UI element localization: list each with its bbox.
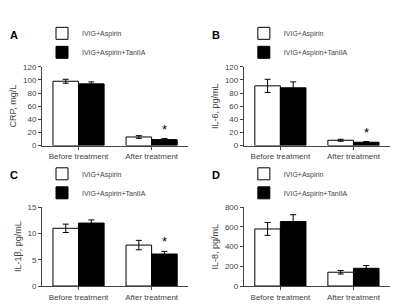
svg-text:IVIG+Aspirin: IVIG+Aspirin <box>284 171 324 179</box>
svg-text:Before treatment: Before treatment <box>49 293 109 302</box>
svg-text:After treatment: After treatment <box>327 152 381 161</box>
svg-text:IVIG+Aspirin: IVIG+Aspirin <box>82 171 122 179</box>
svg-text:*: * <box>162 234 167 249</box>
svg-text:15: 15 <box>27 203 36 212</box>
svg-text:80: 80 <box>229 89 238 98</box>
svg-text:IVIG+Aspirin+TanIIA: IVIG+Aspirin+TanIIA <box>284 49 348 57</box>
svg-text:20: 20 <box>229 128 238 137</box>
svg-text:80: 80 <box>27 89 36 98</box>
svg-text:IL-6, pg/mL: IL-6, pg/mL <box>210 83 220 129</box>
svg-text:120: 120 <box>23 63 37 72</box>
svg-text:40: 40 <box>229 115 238 124</box>
svg-text:*: * <box>364 125 369 140</box>
svg-text:20: 20 <box>27 128 36 137</box>
svg-text:0: 0 <box>32 282 37 291</box>
svg-text:A: A <box>10 29 18 41</box>
svg-text:IVIG+Aspirin: IVIG+Aspirin <box>284 30 324 38</box>
svg-text:120: 120 <box>225 63 239 72</box>
svg-text:D: D <box>212 169 220 181</box>
svg-text:IVIG+Aspirin: IVIG+Aspirin <box>82 30 122 38</box>
svg-text:IVIG+Aspirin+TanIIA: IVIG+Aspirin+TanIIA <box>284 190 348 198</box>
svg-text:After treatment: After treatment <box>327 293 381 302</box>
svg-text:100: 100 <box>23 76 37 85</box>
svg-text:100: 100 <box>225 76 239 85</box>
svg-text:200: 200 <box>225 262 239 271</box>
svg-text:60: 60 <box>27 102 36 111</box>
svg-text:0: 0 <box>32 141 37 150</box>
svg-text:0: 0 <box>234 141 239 150</box>
svg-text:Before treatment: Before treatment <box>251 152 311 161</box>
svg-text:40: 40 <box>27 115 36 124</box>
svg-text:Before treatment: Before treatment <box>251 293 311 302</box>
svg-text:IL-1β, pg/mL: IL-1β, pg/mL <box>13 221 23 272</box>
svg-text:5: 5 <box>32 256 37 265</box>
svg-text:800: 800 <box>225 203 239 212</box>
svg-text:CRP, mg/L: CRP, mg/L <box>8 85 18 128</box>
svg-text:IL-8, pg/mL: IL-8, pg/mL <box>210 224 220 270</box>
svg-text:400: 400 <box>225 242 239 251</box>
svg-text:0: 0 <box>234 282 239 291</box>
svg-text:B: B <box>212 29 220 41</box>
svg-text:IVIG+Aspirin+TanIIA: IVIG+Aspirin+TanIIA <box>82 49 146 57</box>
svg-text:10: 10 <box>27 229 36 238</box>
svg-text:60: 60 <box>229 102 238 111</box>
svg-text:After treatment: After treatment <box>125 293 179 302</box>
svg-text:IVIG+Aspirin+TanIIA: IVIG+Aspirin+TanIIA <box>82 190 146 198</box>
svg-text:*: * <box>162 122 167 137</box>
svg-text:After treatment: After treatment <box>125 152 179 161</box>
svg-text:C: C <box>10 169 18 181</box>
svg-text:600: 600 <box>225 223 239 232</box>
svg-text:Before treatment: Before treatment <box>49 152 109 161</box>
